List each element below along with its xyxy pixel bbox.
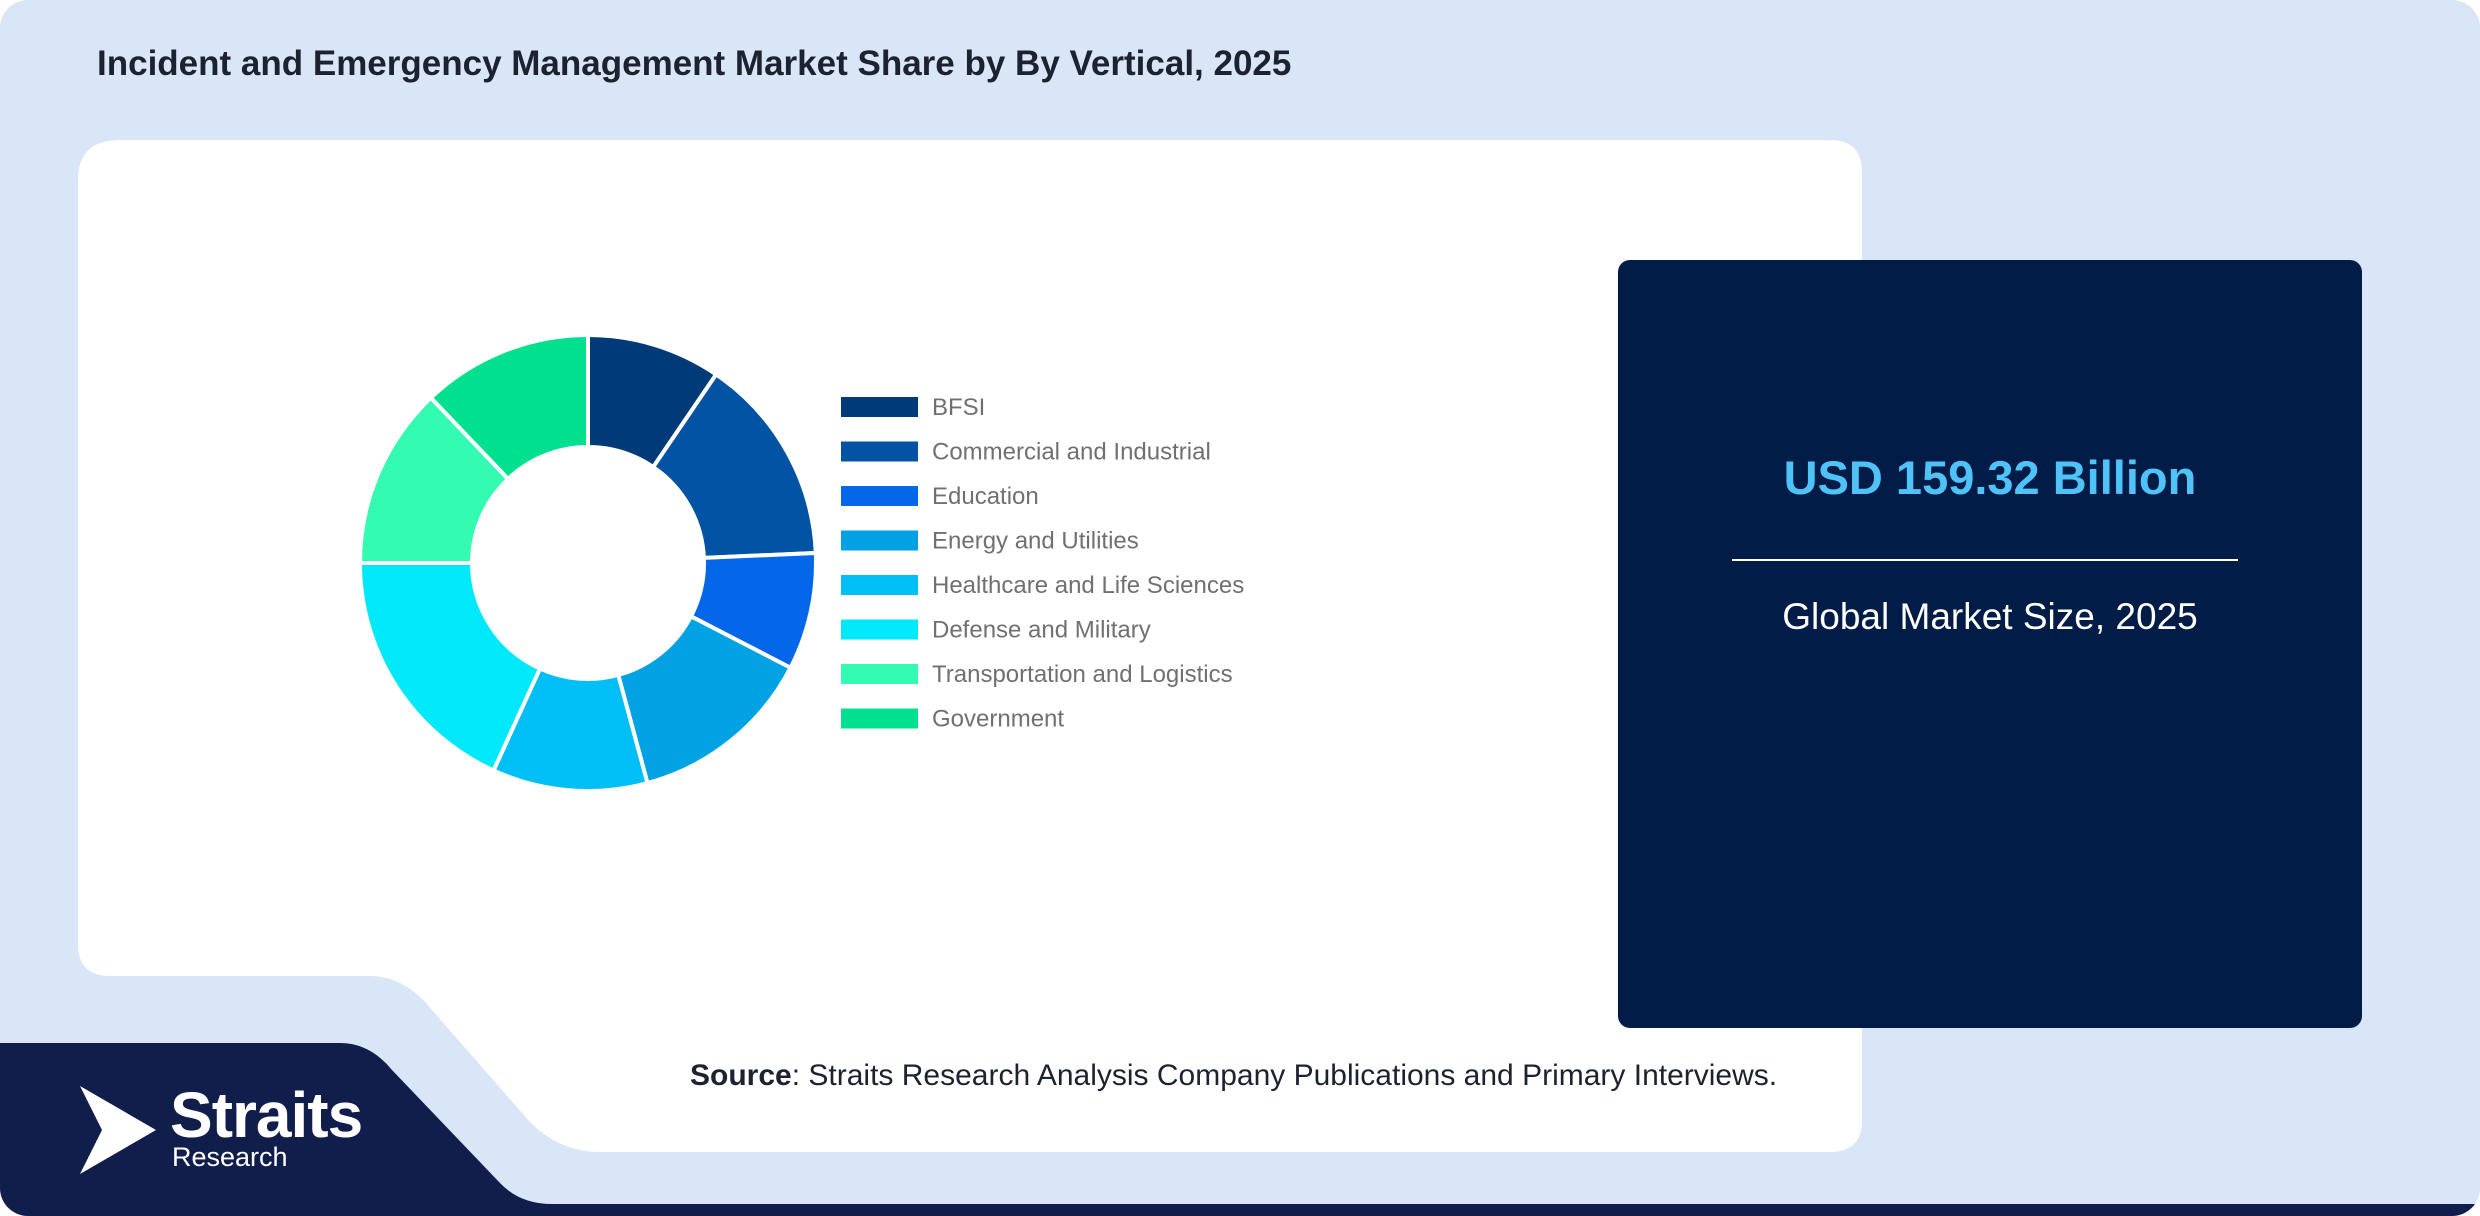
legend-swatch-bfsi — [841, 397, 918, 417]
footer-band — [0, 1043, 2480, 1216]
legend-label-bfsi: BFSI — [932, 394, 985, 421]
straits-logo-icon — [80, 1086, 156, 1174]
legend-swatch-healthcare-and-life-sciences — [841, 575, 918, 595]
legend-label-transportation-and-logistics: Transportation and Logistics — [932, 661, 1233, 688]
legend-swatch-education — [841, 486, 918, 506]
legend-label-healthcare-and-life-sciences: Healthcare and Life Sciences — [932, 572, 1244, 599]
market-size-card: USD 159.32 Billion Global Market Size, 2… — [1618, 260, 2362, 1028]
legend-swatch-transportation-and-logistics — [841, 664, 918, 684]
legend-label-energy-and-utilities: Energy and Utilities — [932, 528, 1139, 555]
source-note: Source: Straits Research Analysis Compan… — [690, 1059, 1777, 1093]
card-divider — [1732, 559, 2238, 561]
legend-swatch-commercial-and-industrial — [841, 441, 918, 462]
chart-title: Incident and Emergency Management Market… — [97, 44, 1292, 83]
logo-name: Straits — [170, 1079, 363, 1151]
slice-defense-and-military — [357, 561, 543, 774]
legend-swatch-government — [841, 708, 918, 729]
legend-swatch-defense-and-military — [841, 619, 918, 640]
legend-label-government: Government — [932, 706, 1064, 733]
legend-label-defense-and-military: Defense and Military — [932, 617, 1151, 644]
slice-energy-and-utilities — [615, 613, 794, 786]
logo-subtitle: Research — [172, 1142, 288, 1172]
legend-swatch-energy-and-utilities — [841, 530, 918, 551]
legend-label-education: Education — [932, 483, 1039, 510]
market-size-label: Global Market Size, 2025 — [1782, 596, 2198, 637]
slice-government — [428, 332, 590, 482]
source-text: : Straits Research Analysis Company Publ… — [791, 1059, 1778, 1092]
legend-label-commercial-and-industrial: Commercial and Industrial — [932, 439, 1211, 466]
source-label: Source — [690, 1059, 792, 1092]
market-size-value: USD 159.32 Billion — [1783, 451, 2197, 504]
